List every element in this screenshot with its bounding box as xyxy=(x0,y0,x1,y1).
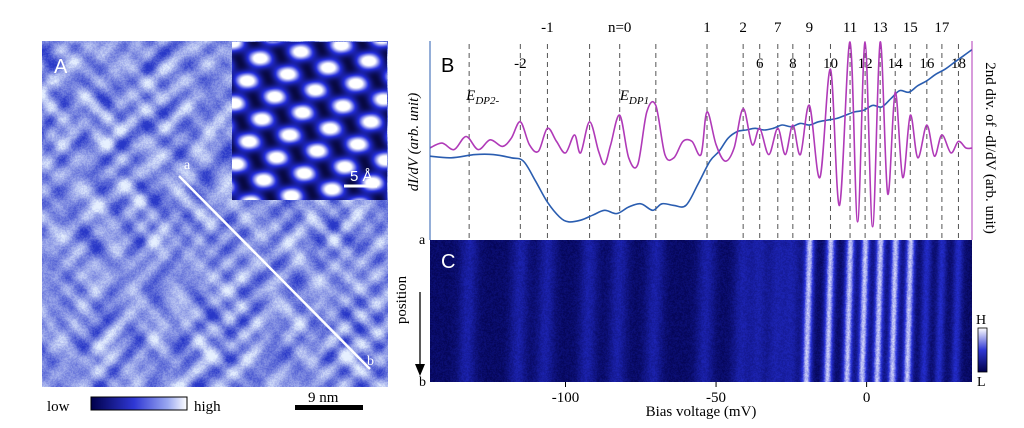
linecut-end-label: b xyxy=(367,354,374,369)
colorbar-high-label: high xyxy=(194,399,221,415)
landau-level-label-2: n=0 xyxy=(608,20,631,36)
landau-level-labels: -2-1n=0126789101112131415161718 xyxy=(514,20,966,72)
panel-c-letter: C xyxy=(441,251,455,273)
linecut-path xyxy=(178,175,371,370)
landau-level-label-16: 17 xyxy=(934,20,950,36)
right-axis-label: 2nd div. of -dI/dV (arb. unit) xyxy=(982,62,998,234)
x-axis-ticks: -100 -50 0 xyxy=(552,382,871,406)
position-end-label: b xyxy=(419,375,426,390)
position-arrow-head xyxy=(415,364,425,376)
linecut-start-label: a xyxy=(184,158,191,173)
atomic-resolution-inset xyxy=(232,42,387,200)
landau-level-label-10: 11 xyxy=(843,20,857,36)
x-axis-label: Bias voltage (mV) xyxy=(646,404,757,420)
landau-level-label-6: 7 xyxy=(774,20,782,36)
panel-a-letter: A xyxy=(54,56,68,78)
x-tick-label-1: -50 xyxy=(706,390,726,406)
second-derivative-curve xyxy=(429,41,973,228)
dirac-point-label-dp1: EDP1 xyxy=(619,88,649,107)
heatmap-colorbar-high: H xyxy=(976,313,986,328)
landau-level-label-12: 13 xyxy=(873,20,888,36)
landau-level-label-4: 2 xyxy=(739,20,747,36)
dp2-sub: DP2- xyxy=(474,95,499,107)
x-tick-label-2: 0 xyxy=(863,390,871,406)
inset-scale-label: 5 Å xyxy=(350,168,373,185)
heatmap-colorbar-low: L xyxy=(977,375,986,390)
dp1-sub: DP1 xyxy=(628,95,649,107)
topography-colorbar xyxy=(90,396,188,411)
position-start-label: a xyxy=(419,233,426,248)
heatmap-colorbar xyxy=(977,327,988,373)
colorbar-low-label: low xyxy=(47,399,70,415)
stm-topography-image: A a b 5 Å xyxy=(42,41,388,387)
landau-level-label-8: 9 xyxy=(806,20,814,36)
panel-a-footer: low high 9 nm xyxy=(47,390,363,415)
dp1-main: E xyxy=(619,88,629,104)
panel-b-letter: B xyxy=(441,55,454,77)
scale-bar xyxy=(295,405,363,410)
position-axis-label: position xyxy=(394,275,410,324)
dp2-main: E xyxy=(465,88,475,104)
x-tick-label-0: -100 xyxy=(552,390,580,406)
didv-curve xyxy=(429,48,973,223)
landau-level-label-1: -1 xyxy=(541,20,554,36)
landau-level-label-14: 15 xyxy=(903,20,918,36)
spectroscopy-heatmap xyxy=(430,240,972,382)
dirac-point-label-dp2: EDP2- xyxy=(465,88,499,107)
left-axis-label: dI/dV (arb. unit) xyxy=(406,93,422,191)
scale-bar-label: 9 nm xyxy=(308,390,339,406)
panel-a-overlay: A a b 5 Å xyxy=(54,56,377,370)
landau-level-label-3: 1 xyxy=(703,20,711,36)
linecut-spectroscopy-map xyxy=(430,240,972,382)
